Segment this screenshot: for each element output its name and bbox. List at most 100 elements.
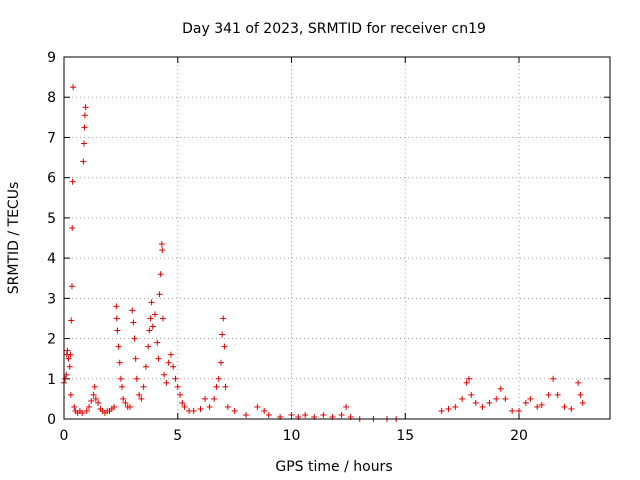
data-point — [136, 391, 143, 398]
data-point — [80, 158, 87, 165]
data-point — [463, 379, 470, 386]
data-point — [554, 391, 561, 398]
data-point — [126, 403, 133, 410]
data-point — [116, 359, 123, 366]
data-point — [165, 359, 172, 366]
data-point — [288, 411, 295, 418]
data-point — [114, 327, 121, 334]
data-point — [181, 403, 188, 410]
data-point — [174, 383, 181, 390]
data-point — [224, 403, 231, 410]
data-point — [92, 395, 99, 402]
data-point — [161, 371, 168, 378]
data-point — [486, 399, 493, 406]
data-point — [213, 383, 220, 390]
data-point — [79, 409, 86, 416]
data-point — [138, 395, 145, 402]
data-point — [219, 331, 226, 338]
data-point — [132, 355, 139, 362]
data-point — [119, 383, 126, 390]
data-point — [86, 403, 93, 410]
data-point — [265, 411, 272, 418]
data-point — [221, 343, 228, 350]
data-point — [445, 405, 452, 412]
data-point — [468, 391, 475, 398]
y-tick-label: 4 — [47, 251, 56, 267]
data-point — [117, 375, 124, 382]
data-point — [88, 397, 95, 404]
data-point — [81, 124, 88, 131]
data-point — [516, 407, 522, 414]
data-point — [215, 375, 222, 382]
y-tick-label: 1 — [47, 372, 56, 388]
data-point — [545, 391, 552, 398]
data-point — [81, 140, 88, 147]
data-point — [302, 411, 309, 418]
data-point — [197, 405, 204, 412]
y-tick-label: 2 — [47, 332, 56, 348]
data-point — [157, 271, 164, 278]
data-point — [83, 407, 90, 414]
data-point — [111, 403, 118, 410]
data-point — [338, 411, 345, 418]
data-point — [202, 395, 209, 402]
data-point — [133, 375, 140, 382]
x-tick-label: 20 — [510, 428, 528, 444]
data-point — [465, 375, 472, 382]
data-point — [261, 407, 268, 414]
data-point — [142, 363, 149, 370]
data-point — [130, 319, 137, 326]
data-point — [159, 315, 166, 322]
data-point — [68, 283, 75, 290]
data-point — [179, 399, 186, 406]
plot-frame — [63, 56, 611, 420]
data-point — [65, 355, 72, 362]
data-point — [146, 327, 153, 334]
ticks-layer: 0 1 2 3 4 5 6 7 8 9 0 5 10 15 20 — [47, 50, 610, 444]
data-point — [534, 403, 541, 410]
y-tick-label: 7 — [47, 130, 56, 146]
data-point — [579, 399, 586, 406]
data-point — [122, 399, 129, 406]
y-axis-label: SRMTID / TECUs — [6, 182, 22, 295]
data-point — [82, 104, 89, 111]
data-point — [155, 355, 162, 362]
data-point — [459, 395, 466, 402]
data-point — [575, 379, 582, 386]
data-point — [68, 317, 75, 324]
data-point — [152, 311, 158, 318]
x-axis-label: GPS time / hours — [275, 459, 392, 475]
data-point — [568, 405, 575, 412]
data-point — [220, 315, 227, 322]
data-point — [231, 407, 238, 414]
x-tick-label: 15 — [396, 428, 414, 444]
data-point — [206, 403, 213, 410]
data-point — [69, 224, 76, 231]
x-tick-label: 10 — [283, 428, 301, 444]
data-point — [115, 343, 122, 350]
data-point — [472, 399, 479, 406]
data-point — [509, 407, 516, 414]
data-point — [172, 375, 179, 382]
data-point — [67, 391, 74, 398]
data-point — [67, 351, 74, 358]
x-tick-label: 5 — [173, 428, 182, 444]
data-point — [145, 343, 152, 350]
y-tick-label: 5 — [47, 211, 56, 227]
data-point — [561, 403, 568, 410]
data-point — [91, 383, 98, 390]
data-point — [479, 403, 486, 410]
data-point — [156, 291, 163, 298]
data-point — [154, 339, 161, 346]
data-point — [140, 383, 147, 390]
data-point — [95, 399, 102, 406]
data-point — [71, 403, 78, 410]
y-tick-label: 8 — [47, 90, 56, 106]
data-point — [190, 407, 197, 414]
data-point — [320, 411, 327, 418]
data-point — [538, 401, 545, 408]
data-point — [62, 375, 69, 382]
data-point — [113, 303, 120, 310]
data-point — [493, 395, 500, 402]
